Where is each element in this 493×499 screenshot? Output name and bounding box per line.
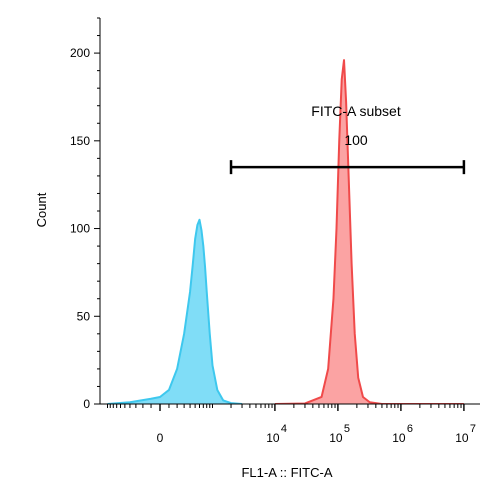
x-tick-exponent: 5 <box>344 423 350 435</box>
x-tick-exponent: 6 <box>407 423 413 435</box>
y-tick-label: 0 <box>83 397 90 411</box>
y-axis-label: Count <box>34 192 49 227</box>
x-tick-label: 10 <box>266 431 280 445</box>
x-tick-label: 0 <box>157 431 164 445</box>
x-tick-label: 10 <box>329 431 343 445</box>
gate-layer: FITC-A subset 100 <box>229 103 466 175</box>
x-tick-label: 10 <box>392 431 406 445</box>
gate-name: FITC-A subset <box>311 103 401 119</box>
series-area-0 <box>107 219 243 404</box>
series-layer <box>107 59 464 404</box>
gate-value: 100 <box>344 132 368 148</box>
plot-frame <box>99 18 480 405</box>
series-line-1 <box>274 59 464 404</box>
y-tick-label: 200 <box>70 46 90 60</box>
y-tick-label: 100 <box>70 222 90 236</box>
series-line-0 <box>107 218 243 404</box>
x-tick-exponent: 7 <box>470 423 476 435</box>
x-axis-label: FL1-A :: FITC-A <box>241 465 332 480</box>
x-tick-label: 10 <box>455 431 469 445</box>
y-tick-label: 150 <box>70 134 90 148</box>
x-tick-exponent: 4 <box>281 423 287 435</box>
y-tick-label: 50 <box>77 309 91 323</box>
